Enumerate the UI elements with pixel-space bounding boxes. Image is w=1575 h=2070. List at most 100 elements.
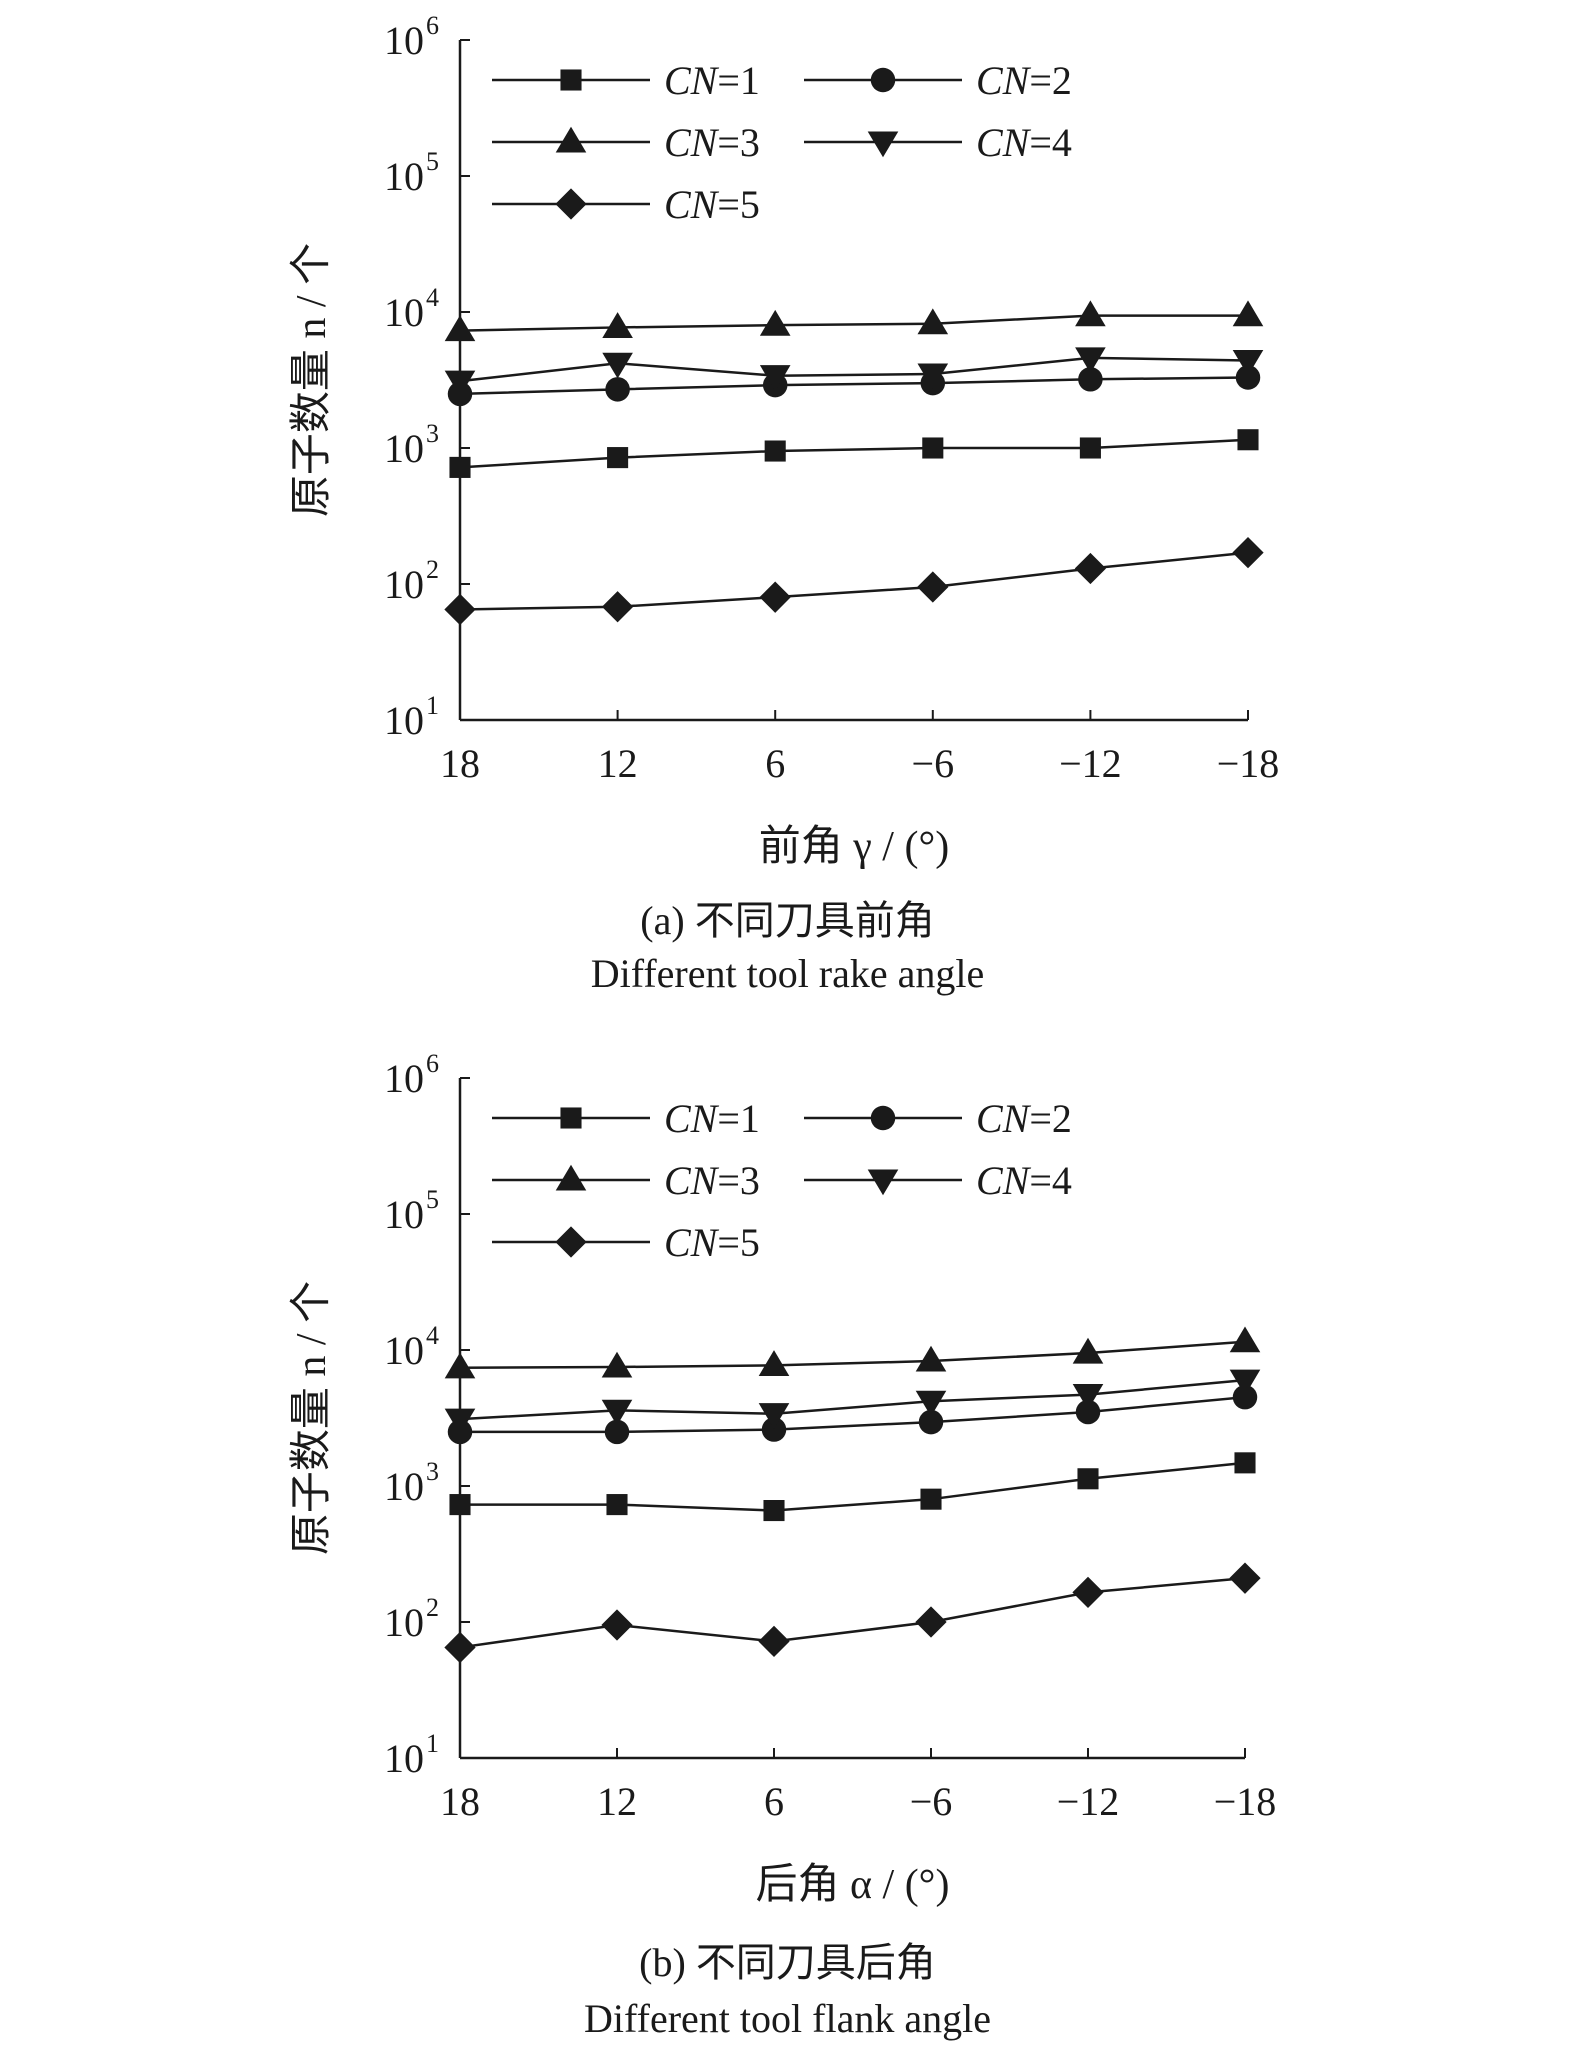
legend-label-a: CN=1 (664, 58, 760, 103)
point-a-5 (917, 571, 949, 603)
point-a-2 (1078, 367, 1103, 392)
legend-label-a: CN=3 (664, 120, 760, 165)
y-tick-label-a: 10 (384, 154, 424, 199)
legend-label-a: CN=2 (976, 58, 1072, 103)
y-tick-exp-b: 3 (426, 1457, 439, 1486)
series-line-b-4 (459, 1378, 1246, 1421)
point-a-3 (917, 308, 949, 335)
panel-b: 10 1 10 2 10 3 10 4 10 5 10 6 18 12 6 −6 −12 −18 后角 α / (°… (0, 1040, 1575, 2070)
point-b-5 (1072, 1576, 1104, 1609)
y-tick-label-b: 10 (384, 1600, 424, 1645)
point-a-3 (602, 312, 633, 338)
point-b-1 (1077, 1468, 1099, 1490)
series-line-a-4 (459, 356, 1249, 383)
y-tick-label-b: 10 (384, 1328, 424, 1373)
legend-marker-b (555, 1164, 587, 1191)
x-axis-title-a: 前角 γ / (°) (759, 824, 950, 870)
legend-label-b: CN=4 (976, 1158, 1072, 1203)
point-b-4 (601, 1399, 633, 1426)
point-a-4 (602, 352, 633, 379)
point-b-3 (1072, 1337, 1104, 1364)
y-tick-label-b: 10 (384, 1464, 424, 1509)
point-a-1 (1237, 429, 1259, 451)
caption-a-cn: (a) 不同刀具前角 (640, 898, 935, 943)
point-b-3 (915, 1345, 947, 1372)
point-b-2 (1232, 1384, 1258, 1410)
series-line-b-1 (460, 1461, 1246, 1512)
y-tick-exp-a: 4 (426, 283, 439, 312)
y-tick-exp-b: 4 (426, 1321, 439, 1350)
y-tick-label-a: 10 (384, 290, 424, 335)
y-tick-label-b: 10 (384, 1736, 424, 1781)
series-line-b-2 (460, 1395, 1246, 1434)
y-tick-exp-b: 2 (426, 1593, 439, 1622)
point-a-2 (605, 377, 630, 402)
point-a-3 (759, 309, 791, 336)
point-a-4 (917, 363, 949, 390)
y-tick-exp-a: 3 (426, 419, 439, 448)
legend-label-a: CN=5 (664, 182, 760, 227)
y-tick-label-a: 10 (384, 562, 424, 607)
point-b-2 (604, 1419, 630, 1445)
point-a-3 (1075, 300, 1106, 327)
y-tick-exp-a: 6 (426, 11, 439, 40)
panel-a: 10 1 10 2 10 3 10 4 10 5 10 6 18 12 6 −6 −12 −18 前角 γ / (°… (0, 0, 1575, 1030)
point-a-1 (1079, 437, 1101, 459)
caption-b-cn: (b) 不同刀具后角 (639, 1940, 936, 1985)
x-tick-label-a: 6 (765, 741, 785, 786)
point-b-2 (1075, 1399, 1101, 1425)
y-tick-exp-b: 6 (426, 1049, 439, 1078)
point-b-5 (444, 1631, 476, 1664)
x-axis-title-b: 后角 α / (°) (756, 1862, 950, 1908)
point-b-5 (758, 1625, 790, 1658)
point-b-4 (1229, 1369, 1261, 1396)
point-b-2 (918, 1409, 944, 1435)
y-tick-label-a: 10 (384, 426, 424, 471)
point-a-1 (607, 447, 629, 469)
y-tick-exp-b: 1 (426, 1729, 439, 1758)
point-b-4 (758, 1403, 790, 1430)
point-b-1 (606, 1494, 628, 1516)
point-b-1 (763, 1500, 785, 1522)
legend-label-a: CN=4 (976, 120, 1072, 165)
legend-label-b: CN=5 (664, 1220, 760, 1265)
point-b-5 (1229, 1562, 1261, 1594)
point-b-3 (601, 1351, 633, 1378)
caption-a-en: Different tool rake angle (590, 951, 985, 996)
point-a-5 (444, 593, 476, 626)
series-line-a-2 (459, 376, 1249, 396)
y-tick-exp-a: 1 (426, 691, 439, 720)
series-line-a-1 (459, 438, 1249, 469)
x-tick-label-b: −6 (910, 1779, 953, 1824)
legend-marker-a (555, 188, 587, 220)
x-tick-label-a: −12 (1059, 741, 1122, 786)
point-b-3 (444, 1352, 476, 1379)
point-b-1 (449, 1494, 471, 1516)
legend-marker-b (870, 1105, 896, 1131)
x-tick-label-b: −12 (1057, 1779, 1120, 1824)
point-b-1 (1234, 1452, 1256, 1474)
y-axis-title-b: 原子数量 n / 个 (289, 1281, 335, 1555)
legend-label-b: CN=3 (664, 1158, 760, 1203)
y-tick-exp-a: 2 (426, 555, 439, 584)
y-tick-label-b: 10 (384, 1192, 424, 1237)
x-tick-label-a: −6 (912, 741, 955, 786)
caption-b-en: Different tool flank angle (584, 1996, 991, 2041)
point-b-5 (915, 1606, 947, 1638)
point-a-3 (1232, 300, 1264, 327)
point-b-5 (601, 1609, 633, 1641)
y-tick-label-b: 10 (384, 1056, 424, 1101)
point-a-5 (1074, 552, 1107, 585)
legend-label-b: CN=2 (976, 1096, 1072, 1141)
point-a-4 (1232, 349, 1264, 376)
y-axis-title-a: 原子数量 n / 个 (289, 243, 335, 517)
point-a-2 (1235, 365, 1261, 390)
y-tick-label-a: 10 (384, 698, 424, 743)
legend-marker-b (867, 1169, 899, 1196)
legend-marker-a (870, 67, 896, 93)
legend-marker-b (555, 1226, 587, 1258)
legend-marker-a (560, 69, 582, 91)
point-b-1 (920, 1488, 942, 1510)
